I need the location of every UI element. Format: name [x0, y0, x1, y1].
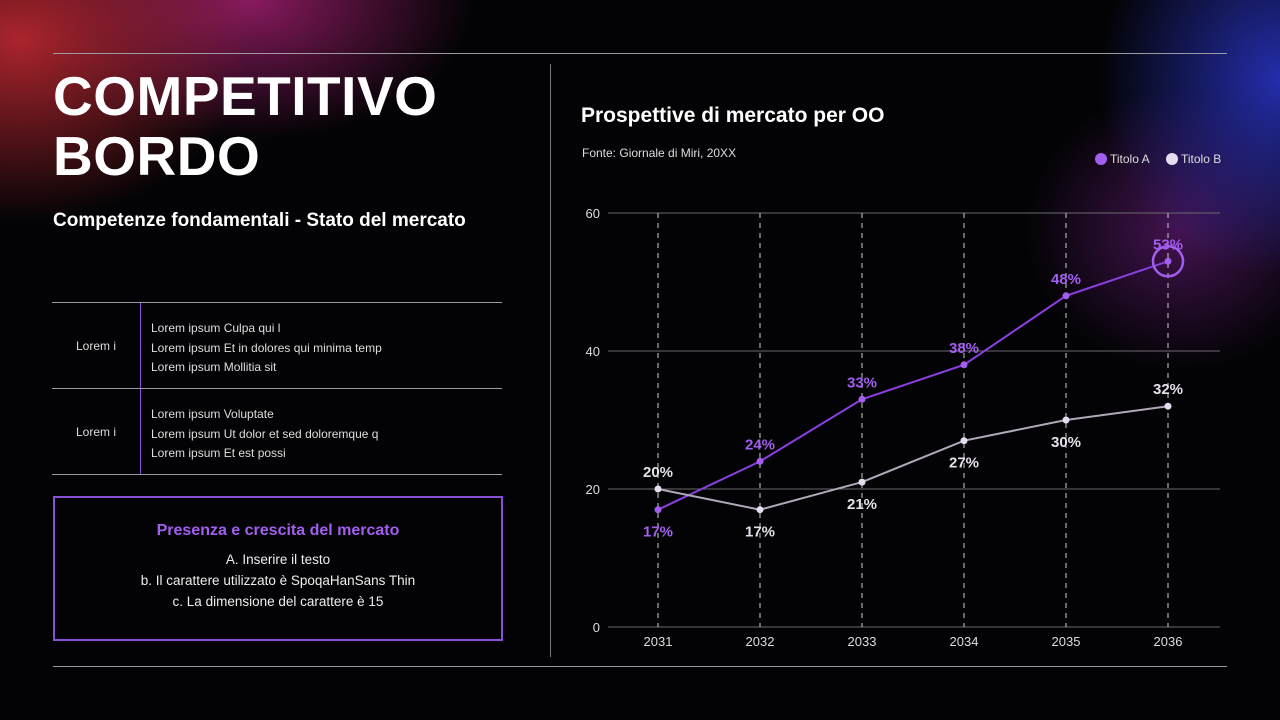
legend-dot-icon — [1166, 153, 1178, 165]
info-line: b. Il carattere utilizzato è SpoqaHanSan… — [140, 573, 416, 588]
x-tick-label: 2036 — [1154, 634, 1183, 649]
data-point — [1164, 402, 1172, 410]
x-tick-label: 2032 — [746, 634, 775, 649]
info-line: A. Inserire il testo — [225, 552, 331, 567]
data-point — [1062, 292, 1070, 300]
slide-title: COMPETITIVO BORDO — [53, 65, 438, 187]
data-point — [654, 506, 662, 514]
column-divider — [550, 64, 551, 657]
y-tick-label: 20 — [586, 482, 600, 497]
data-point — [858, 478, 866, 486]
table-row: Lorem i Lorem ipsum Culpa qui l Lorem ip… — [52, 303, 502, 389]
table-rule — [52, 388, 502, 389]
row-item: Lorem ipsum Ut dolor et sed doloremque q — [151, 426, 379, 441]
row-item: Lorem ipsum Et est possi — [151, 446, 286, 460]
data-label: 17% — [643, 524, 673, 541]
top-divider — [53, 53, 1227, 54]
info-line: c. La dimensione del carattere è 15 — [172, 594, 384, 609]
info-box-title: Presenza e crescita del mercato — [156, 522, 400, 539]
row-item: Lorem ipsum Voluptate — [151, 407, 274, 421]
table-rule — [52, 474, 502, 475]
legend-label: Titolo B — [1181, 152, 1222, 166]
data-point — [654, 485, 662, 493]
legend-dot-icon — [1095, 153, 1107, 165]
table-row: Lorem i Lorem ipsum Voluptate Lorem ipsu… — [52, 389, 502, 475]
series-line-1 — [657, 405, 1169, 511]
data-point — [960, 361, 968, 369]
row-item: Lorem ipsum Culpa qui l — [151, 321, 281, 335]
data-point — [1164, 257, 1172, 265]
row-separator — [140, 303, 141, 389]
y-tick-label: 60 — [586, 206, 600, 221]
highlight-ring — [1151, 245, 1185, 278]
legend-item-b: Titolo B — [1166, 152, 1221, 166]
data-label: 38% — [949, 340, 979, 357]
data-label: 30% — [1051, 434, 1081, 451]
x-tick-label: 2031 — [644, 634, 673, 649]
y-tick-label: 0 — [593, 620, 600, 635]
y-tick-label: 40 — [586, 344, 600, 359]
data-label: 21% — [847, 496, 877, 513]
bottom-divider — [53, 666, 1227, 667]
data-point — [960, 437, 968, 445]
row-item: Lorem ipsum Et in dolores qui minima tem… — [151, 340, 382, 355]
legend-label: Titolo A — [1110, 152, 1150, 166]
data-label: 20% — [643, 464, 673, 481]
chart-title: Prospettive di mercato per OO — [581, 104, 885, 127]
data-point — [858, 395, 866, 403]
legend-item-a: Titolo A — [1095, 152, 1150, 166]
chart-source: Fonte: Giornale di Miri, 20XX — [582, 146, 737, 160]
row-item: Lorem ipsum Mollitia sit — [151, 360, 277, 374]
data-label: 24% — [745, 436, 775, 453]
row-label: Lorem i — [75, 425, 116, 439]
x-tick-label: 2034 — [950, 634, 979, 649]
slide-subtitle: Competenze fondamentali - Stato del merc… — [53, 210, 466, 231]
series-line-0 — [657, 260, 1169, 511]
table-rule — [52, 302, 502, 303]
data-label: 48% — [1051, 271, 1081, 288]
x-tick-label: 2035 — [1052, 634, 1081, 649]
data-label: 33% — [847, 374, 877, 391]
data-point — [756, 506, 764, 514]
data-point — [756, 457, 764, 465]
row-separator — [140, 389, 141, 475]
x-tick-label: 2033 — [848, 634, 877, 649]
data-label: 27% — [949, 455, 979, 472]
data-point — [1062, 416, 1070, 424]
data-label: 17% — [745, 524, 775, 541]
row-label: Lorem i — [75, 339, 116, 353]
info-box: Presenza e crescita del mercato A. Inser… — [53, 496, 503, 641]
data-label: 32% — [1153, 381, 1183, 398]
